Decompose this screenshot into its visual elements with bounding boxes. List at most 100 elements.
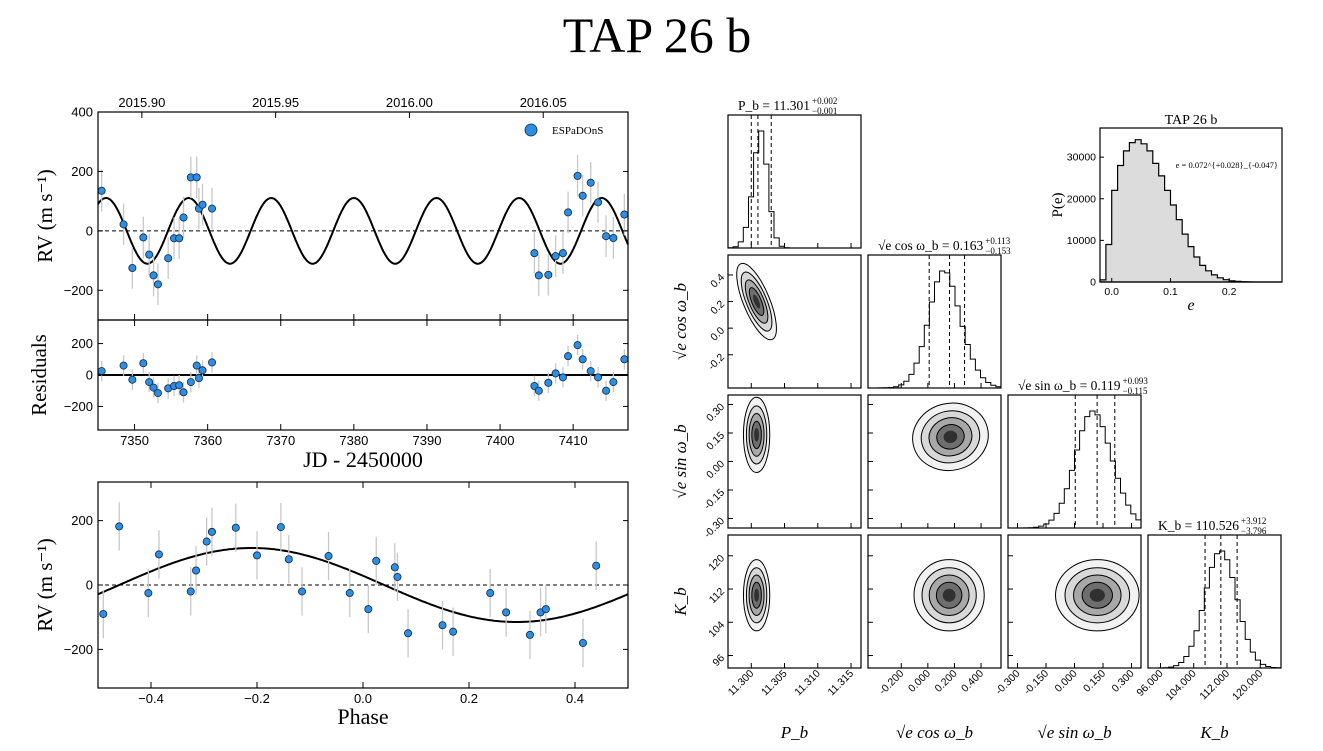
summary-upper: +3.912 (1241, 516, 1266, 526)
y-axis-label: K_b (671, 587, 690, 616)
data-point (164, 254, 173, 263)
x-tick-label: 120.000 (1230, 668, 1265, 703)
density-contours (742, 396, 771, 474)
x-axis-label: √e cos ω_b (896, 723, 973, 742)
corner-plot: P_b = 11.301 +0.002−0.001 √e cos ω_b = 0.1… (671, 96, 1282, 742)
data-point (128, 375, 137, 384)
data-point (139, 233, 148, 242)
legend-label: ESPaDOnS (552, 125, 603, 137)
data-point (208, 204, 217, 213)
y-tick-label: 96 (710, 652, 727, 669)
data-point (541, 605, 550, 614)
data-point (207, 527, 216, 536)
summary-upper: +0.113 (985, 236, 1010, 246)
data-point (145, 378, 154, 387)
histogram-title: TAP 26 b (1165, 113, 1218, 128)
y-tick-label: 0 (86, 578, 93, 593)
data-point (564, 208, 573, 217)
top-x-tick-label: 2016.00 (386, 95, 433, 110)
y-tick-label: 104 (706, 619, 727, 640)
x-tick-label: 0.2 (460, 691, 478, 706)
x-tick-label: 7390 (413, 433, 442, 448)
data-point (231, 523, 240, 532)
y-tick-label: 10000 (1067, 235, 1096, 247)
y-tick-label: 200 (71, 336, 93, 351)
x-tick-label: 7370 (266, 433, 295, 448)
axes-frame (1147, 534, 1282, 669)
x-tick-label: −0.2 (244, 691, 270, 706)
x-axis-label: √e sin ω_b (1037, 723, 1111, 742)
summary-lower: −0.153 (985, 246, 1011, 256)
x-tick-label: 7410 (559, 433, 588, 448)
x-tick-label: 7360 (193, 433, 222, 448)
residuals-panel: −200 0 200 7350 7360 7370 7380 7390 7400 7410 Resi… (27, 319, 629, 472)
data-point (202, 537, 211, 546)
x-tick-label: 0.0 (354, 691, 372, 706)
data-point (551, 252, 560, 261)
data-point (609, 233, 618, 242)
data-point (620, 210, 629, 219)
top-x-tick-label: 2015.95 (252, 95, 299, 110)
contour-level (752, 294, 761, 309)
data-point (586, 178, 595, 187)
data-point (128, 263, 137, 272)
data-point (534, 386, 543, 395)
data-point (153, 280, 162, 289)
y-tick-label: -0.2 (706, 351, 727, 372)
y-axis-label: RV (m s⁻¹) (33, 169, 57, 263)
data-point (179, 388, 188, 397)
data-point (372, 556, 381, 565)
data-point (586, 367, 595, 376)
data-point (192, 361, 201, 370)
y-tick-label: 0.15 (704, 430, 727, 453)
x-tick-label: 7350 (120, 433, 149, 448)
data-point (573, 171, 582, 180)
x-axis-label: K_b (1199, 723, 1228, 742)
y-tick-label: 0.30 (704, 401, 727, 424)
x-tick-label: 96.000 (1134, 668, 1165, 699)
y-tick-label: -0.30 (702, 515, 728, 541)
x-tick-label: -0.150 (1022, 668, 1052, 698)
top-x-tick-label: 2015.90 (118, 95, 165, 110)
marginal-histogram (727, 130, 861, 249)
summary-upper: +0.093 (1123, 376, 1149, 386)
summary-lower: −3.796 (1241, 526, 1267, 536)
data-point (525, 630, 534, 639)
y-tick-label: 0.0 (708, 325, 727, 344)
y-tick-label: 400 (71, 105, 93, 120)
axes-frame (867, 254, 1002, 389)
y-tick-label: 200 (71, 513, 93, 528)
data-point (97, 186, 106, 195)
data-point (324, 552, 333, 561)
data-point (620, 355, 629, 364)
summary-main: √e cos ω_b = 0.163 (878, 238, 984, 253)
chart-panels: −200 0 200 400 2015.90 2015.95 2016.00 2016.05 E… (27, 95, 1283, 742)
density-contours (736, 262, 777, 341)
y-tick-label: 0 (1090, 277, 1096, 289)
data-point (404, 629, 413, 638)
x-tick-label: 0.000 (906, 668, 933, 695)
axes-frame (727, 114, 862, 249)
summary-main: P_b = 11.301 (738, 98, 810, 113)
data-point (119, 361, 128, 370)
x-axis-label: e (1187, 297, 1194, 314)
data-point (345, 589, 354, 598)
data-point (149, 383, 158, 392)
data-point (153, 389, 162, 398)
data-point (284, 555, 293, 564)
data-point (194, 374, 203, 383)
data-point (558, 373, 567, 382)
data-point (578, 638, 587, 647)
data-point (594, 373, 603, 382)
data-point (145, 250, 154, 259)
data-point (449, 627, 458, 636)
data-point (186, 587, 195, 596)
contour-level (1089, 588, 1105, 602)
data-point (578, 355, 587, 364)
data-point (602, 386, 611, 395)
data-point (276, 523, 285, 532)
model-curve (97, 547, 629, 623)
x-tick-label: -0.300 (993, 668, 1023, 698)
data-point (544, 378, 553, 387)
